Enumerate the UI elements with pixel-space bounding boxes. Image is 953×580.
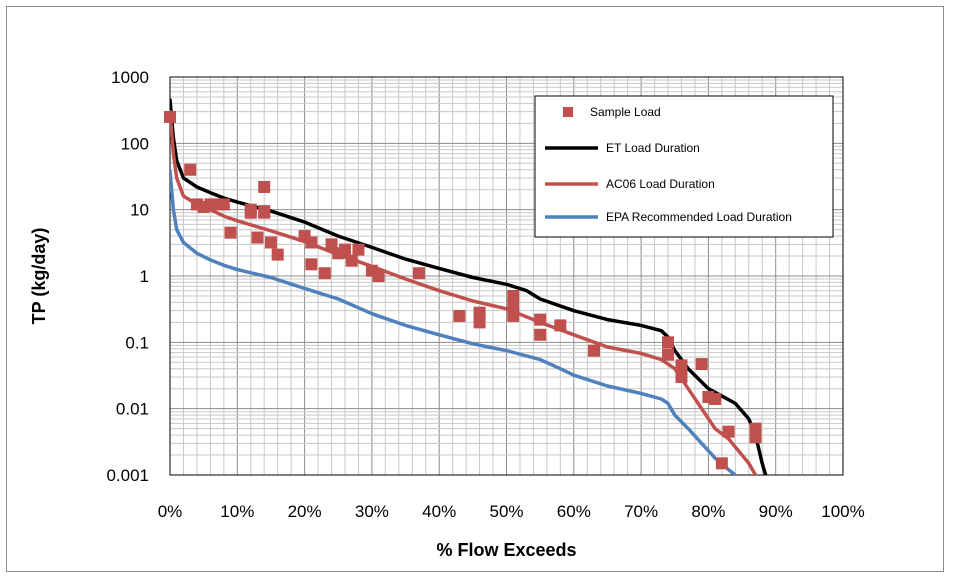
- sample-load-point: [675, 371, 688, 384]
- y-axis-title: TP (kg/day): [29, 228, 49, 325]
- sample-load-point: [554, 319, 567, 332]
- sample-load-point: [507, 309, 520, 322]
- y-tick-label: 1000: [111, 68, 149, 87]
- sample-load-point: [352, 243, 365, 256]
- sample-load-point: [372, 270, 385, 282]
- x-tick-label: 50%: [489, 502, 523, 521]
- sample-load-point: [184, 163, 197, 176]
- x-tick-label: 0%: [158, 502, 183, 521]
- sample-load-point: [258, 206, 271, 219]
- legend-swatch-sample-load: [563, 107, 573, 117]
- sample-load-point: [224, 226, 237, 239]
- x-axis-title: % Flow Exceeds: [436, 540, 576, 560]
- y-tick-label: 0.1: [125, 333, 149, 352]
- sample-load-point: [662, 336, 675, 349]
- sample-load-point: [251, 231, 264, 244]
- sample-load-point: [507, 300, 520, 313]
- sample-load-point: [587, 344, 600, 357]
- x-tick-label: 20%: [288, 502, 322, 521]
- x-tick-label: 60%: [557, 502, 591, 521]
- sample-load-point: [534, 328, 547, 341]
- legend-label-epa-recommended-load-duration: EPA Recommended Load Duration: [606, 210, 792, 224]
- legend-label-sample-load: Sample Load: [590, 105, 661, 119]
- x-tick-label: 90%: [759, 502, 793, 521]
- sample-load-point: [217, 198, 230, 211]
- legend-label-ac06-load-duration: AC06 Load Duration: [606, 177, 715, 191]
- x-tick-label: 30%: [355, 502, 389, 521]
- sample-load-point: [338, 243, 351, 256]
- x-tick-label: 10%: [220, 502, 254, 521]
- x-tick-label: 80%: [691, 502, 725, 521]
- sample-load-point: [715, 457, 728, 470]
- legend-box: [534, 95, 834, 238]
- sample-load-point: [413, 267, 426, 280]
- sample-load-point: [695, 358, 708, 371]
- y-tick-label: 10: [130, 201, 149, 220]
- sample-load-point: [258, 180, 271, 193]
- sample-markers: [164, 110, 762, 470]
- x-tick-label: 40%: [422, 502, 456, 521]
- x-axis-ticks: 0% 10% 20% 30% 40% 50% 60% 70% 80% 90% 100%: [158, 502, 865, 521]
- sample-load-point: [244, 206, 257, 219]
- sample-load-point: [164, 110, 176, 123]
- sample-load-point: [675, 359, 688, 372]
- sample-load-point: [749, 431, 762, 444]
- series-line-et-load-duration: [170, 98, 768, 475]
- sample-load-point: [662, 348, 675, 361]
- sample-load-point: [473, 316, 486, 329]
- series-line-epa-recommended-load-duration: [170, 169, 738, 475]
- x-tick-label: 100%: [821, 502, 864, 521]
- y-tick-label: 0.01: [116, 400, 149, 419]
- sample-load-point: [318, 267, 331, 280]
- sample-load-point: [305, 236, 318, 249]
- x-tick-label: 70%: [624, 502, 658, 521]
- sample-load-point: [345, 254, 358, 267]
- sample-load-point: [264, 236, 277, 249]
- legend-label-et-load-duration: ET Load Duration: [606, 141, 700, 155]
- y-axis-ticks: 0.001 0.01 0.1 1 10 100 1000: [106, 68, 149, 485]
- sample-load-point: [305, 258, 318, 271]
- sample-load-point: [709, 392, 722, 405]
- y-tick-label: 100: [121, 134, 149, 153]
- sample-load-point: [332, 247, 345, 260]
- sample-load-point: [271, 248, 284, 261]
- grid: [169, 76, 844, 476]
- sample-load-point: [534, 313, 547, 326]
- y-tick-label: 1: [140, 267, 149, 286]
- sample-load-point: [473, 306, 486, 319]
- sample-load-point: [507, 289, 520, 302]
- y-tick-label: 0.001: [106, 466, 149, 485]
- plot-area: [169, 76, 844, 476]
- sample-load-point: [722, 425, 735, 438]
- legend: Sample Load ET Load Duration AC06 Load Dur…: [534, 95, 834, 238]
- sample-load-point: [453, 309, 466, 322]
